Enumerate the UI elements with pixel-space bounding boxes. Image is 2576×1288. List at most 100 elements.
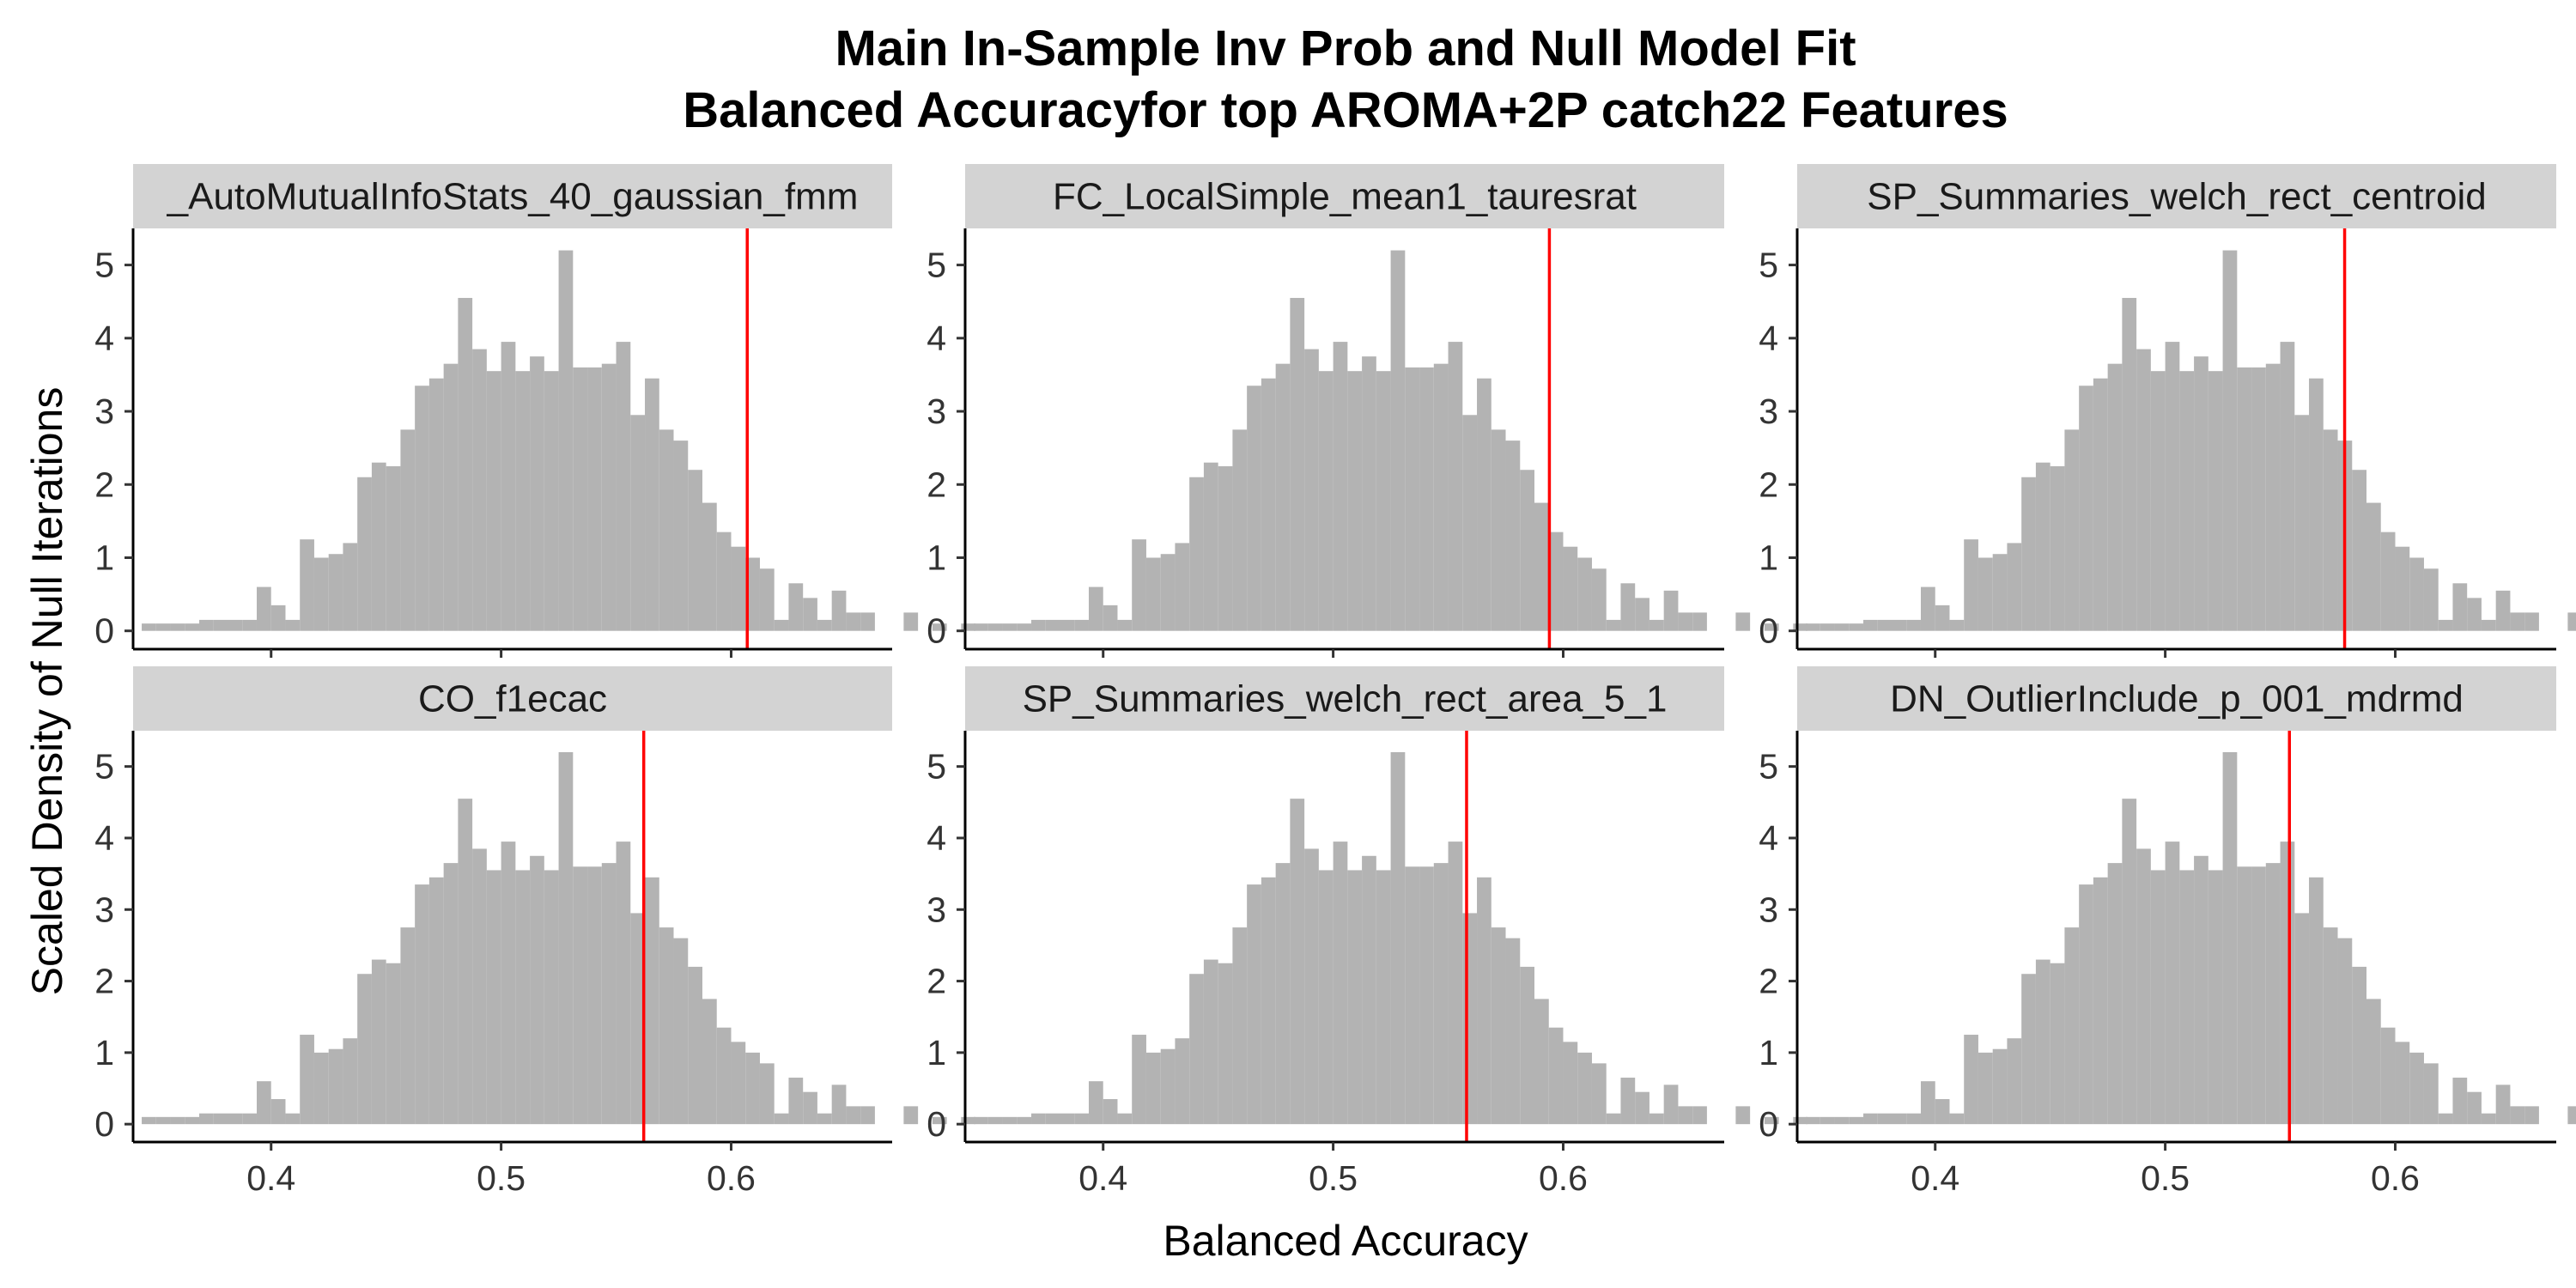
histogram-bar [1649, 1113, 1664, 1125]
histogram-bar [1735, 612, 1751, 631]
histogram-bar [2294, 415, 2310, 631]
histogram-bar [1534, 502, 1549, 631]
histogram-bar [2007, 1038, 2022, 1125]
histogram-bar [860, 612, 875, 631]
histogram-bar [1462, 415, 1478, 631]
histogram-bar [1376, 371, 1391, 631]
histogram-bar [1820, 623, 1835, 631]
histogram-bar [415, 884, 429, 1125]
histogram-bar [2510, 1106, 2525, 1125]
histogram-bar [415, 386, 429, 631]
histogram-bar [2280, 841, 2295, 1125]
histogram-bar [285, 619, 301, 631]
histogram-bar [2237, 367, 2252, 631]
chart-title: Main In-Sample Inv Prob and Null Model F… [835, 21, 1856, 76]
histogram-bar [530, 356, 544, 631]
histogram-bar [2481, 1113, 2496, 1125]
histogram-bar [472, 349, 487, 631]
histogram-bar [1405, 367, 1420, 631]
histogram-bar [774, 1113, 789, 1125]
histogram-bar [1376, 870, 1391, 1125]
histogram-bar [987, 1116, 1003, 1125]
histogram-bar [1591, 1063, 1607, 1125]
histogram-bar [515, 870, 531, 1125]
histogram-bar [328, 554, 343, 631]
histogram-bar [501, 342, 516, 631]
histogram-bar [1892, 619, 1907, 631]
y-tick-label: 2 [1759, 962, 1778, 1001]
histogram-bar [1692, 612, 1707, 631]
histogram-bar [1849, 1116, 1864, 1125]
histogram-bar [846, 1106, 861, 1125]
histogram-bar [601, 363, 617, 631]
histogram-bar [371, 959, 386, 1125]
histogram-bar [2064, 927, 2080, 1125]
histogram-bar [2352, 966, 2366, 1125]
histogram-bar [2079, 386, 2093, 631]
histogram-bar [1017, 1116, 1032, 1125]
histogram-bar [616, 342, 631, 631]
histogram-bar [2395, 546, 2410, 631]
histogram-bar [1045, 619, 1060, 631]
histogram-bar [313, 557, 329, 631]
y-tick-label: 0 [927, 1104, 946, 1144]
facet-strip [133, 164, 892, 228]
histogram-bar [759, 568, 775, 631]
facet-panel: _AutoMutualInfoStats_40_gaussian_fmm 0 1 2 3… [94, 164, 976, 658]
histogram-bar [486, 371, 501, 631]
histogram-bar [1160, 1048, 1176, 1125]
histogram-bar [400, 429, 416, 631]
histogram-bar [1318, 371, 1334, 631]
histogram-bar [558, 751, 574, 1125]
y-tick-label: 5 [927, 246, 946, 285]
histogram-bar [1491, 429, 1506, 631]
histogram-bar [1606, 619, 1621, 631]
histogram-bar [831, 590, 847, 631]
histogram-bar [1290, 799, 1305, 1125]
histogram-bar [1088, 1081, 1103, 1125]
histogram-bar [2122, 799, 2137, 1125]
histogram-bar [1505, 440, 1521, 631]
histogram-bar [400, 927, 416, 1125]
histogram-bar [1448, 342, 1463, 631]
x-tick-label: 0.6 [707, 1158, 756, 1198]
histogram-bar [1247, 884, 1261, 1125]
histogram-bar [1635, 598, 1649, 631]
histogram-bar [2467, 598, 2482, 631]
y-tick-label: 0 [94, 1104, 114, 1144]
histogram-bar [1175, 543, 1190, 631]
histogram-bar [2309, 378, 2324, 631]
histogram-bar [616, 841, 631, 1125]
histogram-bar [974, 623, 988, 631]
x-tick-label: 0.6 [2371, 1158, 2420, 1198]
y-tick-label: 0 [1759, 611, 1778, 651]
histogram-bar [2136, 848, 2151, 1125]
histogram-bar [1232, 927, 1248, 1125]
histogram-bar [2136, 349, 2151, 631]
histogram-bar [2107, 863, 2123, 1125]
histogram-bar [817, 619, 832, 631]
histogram-bar [544, 870, 559, 1125]
histogram-bar [1849, 623, 1864, 631]
facet-label: CO_f1ecac [418, 678, 607, 720]
histogram-bar [2294, 913, 2310, 1125]
histogram-bar [803, 598, 817, 631]
histogram-bar [2323, 927, 2338, 1125]
histogram-bar [1017, 623, 1032, 631]
histogram-bar [428, 378, 444, 631]
histogram-bar [1620, 583, 1636, 631]
y-tick-label: 2 [94, 962, 114, 1001]
x-axis-title: Balanced Accuracy [1163, 1217, 1528, 1265]
histogram-bar [1964, 539, 1978, 631]
chart-subtitle: Balanced Accuracyfor top AROMA+2P catch2… [683, 82, 2008, 138]
facet-panel: DN_OutlierInclude_p_001_mdrmd 0 1 2 3 4 5 0.4 0.… [1759, 666, 2576, 1198]
histogram-bar [472, 848, 487, 1125]
histogram-bar [2237, 866, 2252, 1125]
histogram-bar [458, 799, 473, 1125]
histogram-bar [2323, 429, 2338, 631]
facet-strip [965, 164, 1724, 228]
x-tick-label: 0.5 [2141, 1158, 2190, 1198]
histogram-bar [1045, 1113, 1060, 1125]
histogram-bar [974, 1116, 988, 1125]
histogram-bar [2395, 1042, 2410, 1125]
